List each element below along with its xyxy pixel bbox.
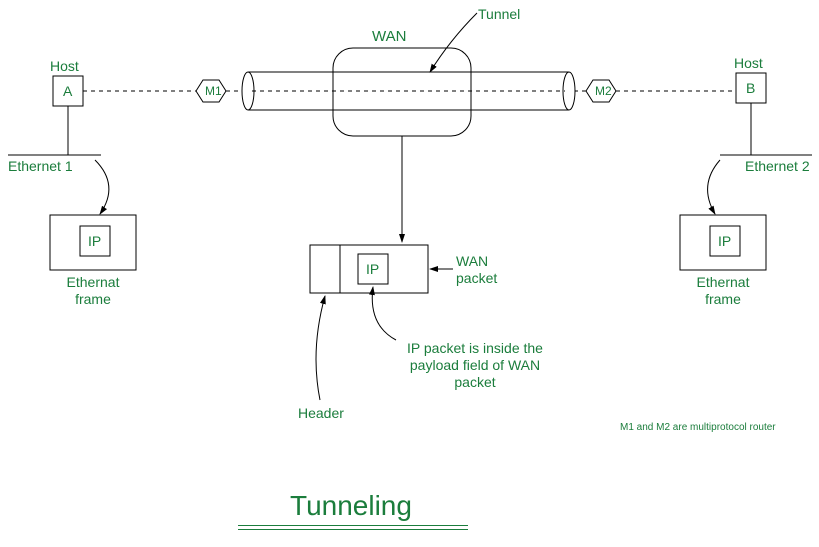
header-pointer bbox=[316, 296, 325, 400]
wan-label: WAN bbox=[372, 28, 406, 46]
eth1-label: Ethernet 1 bbox=[8, 158, 73, 175]
ip-note-label: IP packet is inside the payload field of… bbox=[395, 340, 555, 390]
host-a-text: A bbox=[63, 83, 72, 100]
m2-label: M2 bbox=[595, 84, 612, 98]
tunnel-label: Tunnel bbox=[478, 6, 520, 23]
wan-packet-label: WAN packet bbox=[456, 253, 497, 287]
host-left-label: Host bbox=[50, 58, 79, 75]
ip-left: IP bbox=[88, 233, 101, 250]
ip-right: IP bbox=[718, 233, 731, 250]
title-underline bbox=[238, 525, 468, 530]
ip-note-pointer bbox=[372, 287, 396, 340]
ethframe-right-label: Ethernat frame bbox=[692, 274, 754, 308]
header-label: Header bbox=[298, 405, 344, 422]
wan-box bbox=[333, 48, 471, 136]
m1-label: M1 bbox=[205, 84, 222, 98]
eth2-label: Ethernet 2 bbox=[745, 158, 810, 175]
eth1-frame-arrow bbox=[95, 160, 109, 214]
ethframe-left-label: Ethernat frame bbox=[62, 274, 124, 308]
host-right-label: Host bbox=[734, 55, 763, 72]
ip-center: IP bbox=[366, 261, 379, 278]
title-text: Tunneling bbox=[290, 490, 412, 522]
footnote-label: M1 and M2 are multiprotocol router bbox=[620, 422, 776, 434]
eth2-frame-arrow bbox=[708, 160, 720, 214]
host-b-text: B bbox=[746, 80, 755, 97]
